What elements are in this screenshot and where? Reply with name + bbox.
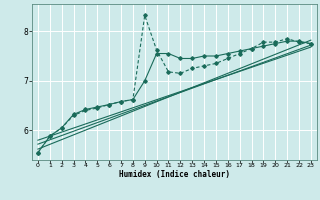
X-axis label: Humidex (Indice chaleur): Humidex (Indice chaleur): [119, 170, 230, 179]
